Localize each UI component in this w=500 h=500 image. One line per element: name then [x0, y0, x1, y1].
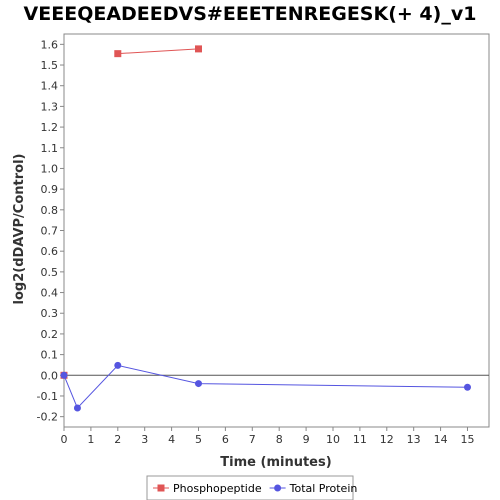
x-tick-label: 1 — [87, 433, 94, 446]
y-tick-label: 0.8 — [41, 204, 59, 217]
x-tick-label: 15 — [460, 433, 474, 446]
y-tick-label: 0.6 — [41, 245, 59, 258]
legend-label-total-protein: Total Protein — [289, 482, 358, 495]
y-tick-label: 1.2 — [41, 121, 59, 134]
x-tick-label: 9 — [303, 433, 310, 446]
series-layer — [60, 45, 471, 412]
x-tick-label: 7 — [249, 433, 256, 446]
data-point-circle — [73, 404, 81, 412]
x-tick-label: 10 — [326, 433, 340, 446]
y-tick-label: 0.9 — [41, 183, 59, 196]
y-tick-label: 0.3 — [41, 307, 59, 320]
y-tick-label: 1.0 — [41, 162, 59, 175]
data-point-circle — [60, 371, 68, 379]
x-axis-label: Time (minutes) — [220, 455, 331, 470]
series-line — [117, 48, 199, 55]
y-tick-label: 0.1 — [41, 349, 59, 362]
series-total-protein — [60, 361, 471, 412]
data-point-square — [194, 45, 202, 53]
x-tick-label: 11 — [353, 433, 367, 446]
x-tick-label: 3 — [141, 433, 148, 446]
plot-area — [63, 33, 490, 428]
y-tick-label: 1.4 — [41, 80, 59, 93]
x-tick-label: 5 — [195, 433, 202, 446]
y-tick-label: 0.0 — [41, 369, 59, 382]
y-tick-label: 1.1 — [41, 142, 59, 155]
y-tick-label: -0.2 — [37, 411, 58, 424]
y-tick-label: 1.3 — [41, 100, 59, 113]
data-point-square — [114, 50, 122, 58]
data-point-circle — [463, 383, 471, 391]
x-tick-label: 4 — [168, 433, 175, 446]
x-tick-label: 0 — [61, 433, 68, 446]
legend-marker-total-protein — [274, 484, 282, 492]
legend-marker-phosphopeptide — [157, 484, 165, 492]
data-point-circle — [194, 380, 202, 388]
y-tick-label: 0.5 — [41, 266, 59, 279]
y-tick-label: 0.4 — [41, 287, 59, 300]
y-axis: -0.2 -0.1 0.0 0.1 0.2 0.3 0.4 0.5 0.6 0.7 0.8 0.9 1.… — [37, 38, 64, 424]
legend-label-phosphopeptide: Phosphopeptide — [173, 482, 262, 495]
x-tick-label: 8 — [276, 433, 283, 446]
chart-title: VEEEQEADEEDVS#EEETENREGESK(+ 4)_v1 — [23, 3, 477, 25]
y-tick-label: 1.5 — [41, 59, 59, 72]
legend: Phosphopeptide Total Protein — [146, 475, 358, 500]
y-tick-label: 0.7 — [41, 225, 59, 238]
x-tick-label: 6 — [222, 433, 229, 446]
x-tick-label: 2 — [114, 433, 121, 446]
y-tick-label: -0.1 — [37, 390, 58, 403]
legend-box — [146, 475, 354, 500]
x-tick-label: 14 — [434, 433, 448, 446]
y-tick-label: 0.2 — [41, 328, 59, 341]
x-tick-label: 12 — [380, 433, 394, 446]
x-tick-label: 13 — [407, 433, 421, 446]
x-axis: 0 1 2 3 4 5 6 7 8 9 10 11 12 13 14 15 — [61, 427, 474, 446]
plot-frame — [63, 33, 490, 428]
y-tick-label: 1.6 — [41, 38, 59, 51]
y-axis-label: log2(dDAVP/Control) — [12, 154, 27, 305]
data-point-circle — [114, 361, 122, 369]
